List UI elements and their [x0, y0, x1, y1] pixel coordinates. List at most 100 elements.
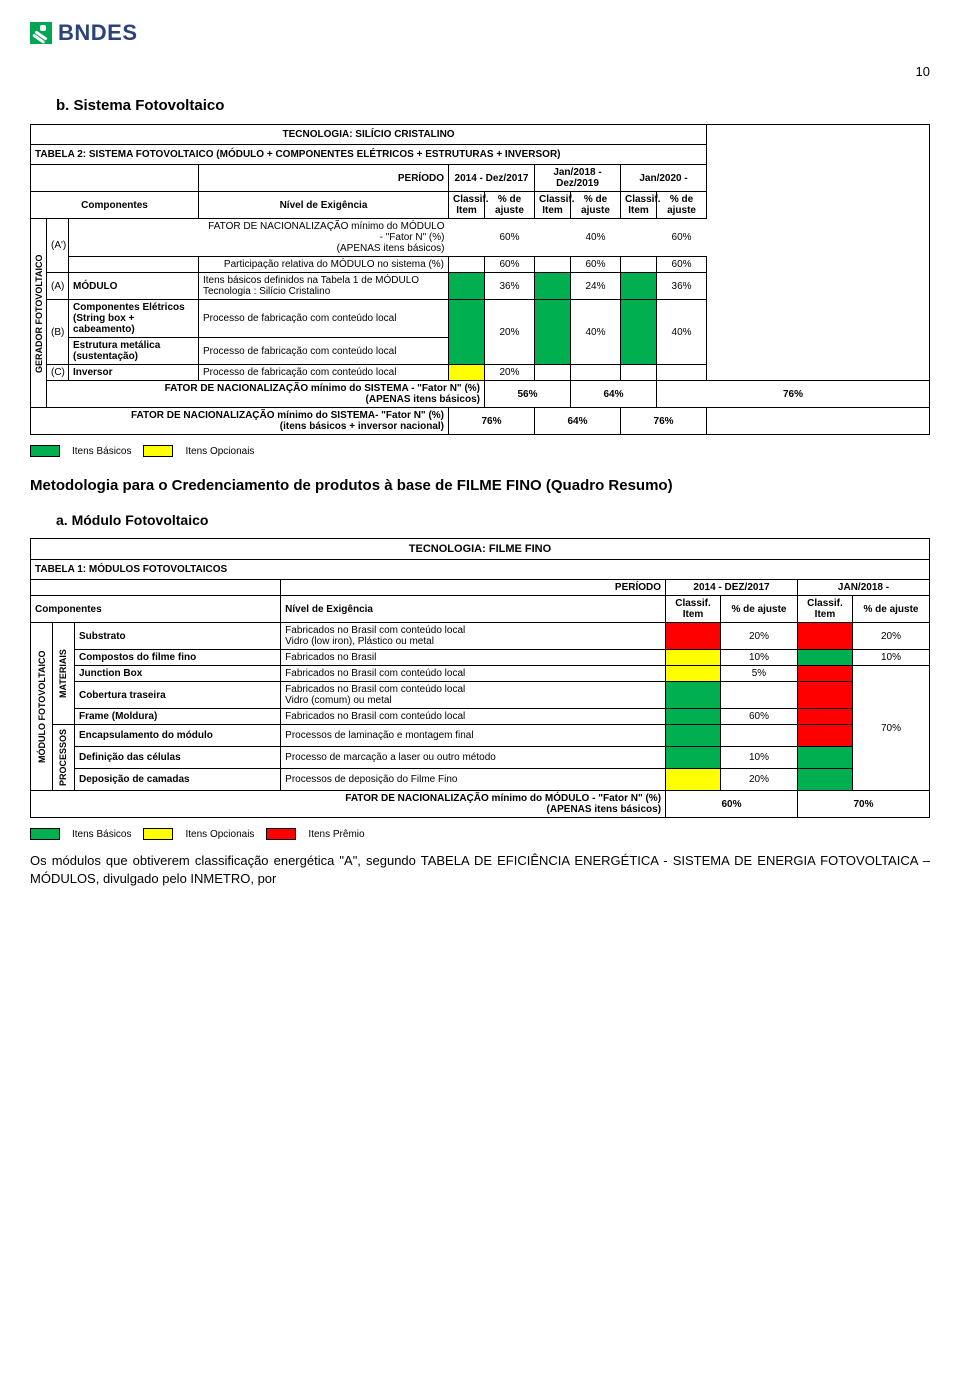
color-cell: [666, 666, 721, 682]
t1-period-1: 2014 - DEZ/2017: [666, 580, 798, 596]
table-row: Junction BoxFabricados no Brasil com con…: [31, 666, 930, 682]
row-b-code: (B): [47, 300, 69, 365]
t1-row-name: Frame (Moldura): [74, 709, 280, 725]
cell: 5%: [721, 666, 798, 682]
table-row: FATOR DE NACIONALIZAÇÃO mínimo do SISTEM…: [31, 408, 930, 435]
t1-col-nivel: Nível de Exigência: [281, 596, 666, 623]
color-cell: [797, 725, 852, 747]
table-row: Compostos do filme finoFabricados no Bra…: [31, 650, 930, 666]
table2-title: TABELA 2: SISTEMA FOTOVOLTAICO (MÓDULO +…: [31, 145, 707, 165]
row-c-name: Inversor: [69, 365, 199, 381]
table-row: Definição das célulasProcesso de marcaçã…: [31, 747, 930, 769]
t1-col-cl1: Classif. Item: [666, 596, 721, 623]
cell: [721, 725, 798, 747]
col-classif-1: Classif. Item: [449, 192, 485, 219]
cell: 64%: [535, 408, 621, 435]
row-aprime-code: (A'): [47, 219, 69, 273]
legend-2: Itens Básicos Itens Opcionais Itens Prêm…: [30, 828, 930, 840]
cell: 60%: [657, 257, 707, 273]
t1-row-name: Substrato: [74, 623, 280, 650]
col-classif-3: Classif. Item: [621, 192, 657, 219]
t1-tech-title: TECNOLOGIA: FILME FINO: [31, 539, 930, 560]
row-aprime-label1: FATOR DE NACIONALIZAÇÃO mínimo do MÓDULO…: [199, 219, 449, 257]
color-cell: [797, 769, 852, 791]
legend2-box-opcionais: [143, 828, 173, 840]
legend-1: Itens Básicos Itens Opcionais: [30, 445, 930, 457]
tech-title: TECNOLOGIA: SILÍCIO CRISTALINO: [31, 125, 707, 145]
cell: 40%: [657, 300, 707, 365]
t1-row-name: Cobertura traseira: [74, 682, 280, 709]
t1-col-aj2: % de ajuste: [852, 596, 929, 623]
table2-sistema-fotovoltaico: TECNOLOGIA: SILÍCIO CRISTALINO TABELA 2:…: [30, 124, 930, 435]
t1-row-nivel: Processos de laminação e montagem final: [281, 725, 666, 747]
cell: 24%: [571, 273, 621, 300]
section-a2-title: a. Módulo Fotovoltaico: [56, 512, 930, 528]
cell: 60%: [657, 219, 707, 257]
cell: [721, 682, 798, 709]
t1-col-comp: Componentes: [31, 596, 281, 623]
col-classif-2: Classif. Item: [535, 192, 571, 219]
color-cell: [797, 709, 852, 725]
t1-period-2: JAN/2018 -: [797, 580, 929, 596]
color-cell: [797, 747, 852, 769]
side-modulo: MÓDULO FOTOVOLTAICO: [31, 623, 53, 791]
cell: 60%: [666, 791, 798, 818]
col-ajuste-1: % de ajuste: [485, 192, 535, 219]
fator1-label: FATOR DE NACIONALIZAÇÃO mínimo do SISTEM…: [47, 381, 485, 408]
col-ajuste-3: % de ajuste: [657, 192, 707, 219]
t1-fator-label: FATOR DE NACIONALIZAÇÃO mínimo do MÓDULO…: [31, 791, 666, 818]
legend2-box-premio: [266, 828, 296, 840]
cell: 36%: [657, 273, 707, 300]
table-row: Cobertura traseiraFabricados no Brasil c…: [31, 682, 930, 709]
cell: 40%: [571, 300, 621, 365]
color-cell: [797, 623, 852, 650]
table-row: Frame (Moldura)Fabricados no Brasil com …: [31, 709, 930, 725]
cell: 60%: [485, 257, 535, 273]
cell: 20%: [485, 300, 535, 365]
page-number: 10: [30, 64, 930, 79]
cell: 60%: [721, 709, 798, 725]
cell: 56%: [485, 381, 571, 408]
table-row: (B) Componentes Elétricos (String box + …: [31, 300, 930, 338]
t1-row-nivel: Fabricados no Brasil com conteúdo local: [281, 709, 666, 725]
periodo-label: PERÍODO: [199, 165, 449, 192]
t1-row-name: Junction Box: [74, 666, 280, 682]
t1-periodo: PERÍODO: [281, 580, 666, 596]
t1-row-nivel: Fabricados no Brasil com conteúdo local …: [281, 623, 666, 650]
table-row: GERADOR FOTOVOLTAICO (A') FATOR DE NACIO…: [31, 219, 930, 257]
section-b-title: b. Sistema Fotovoltaico: [56, 97, 930, 114]
color-cell: [797, 650, 852, 666]
col-nivel: Nível de Exigência: [199, 192, 449, 219]
color-cell: [666, 725, 721, 747]
legend-box-basicos: [30, 445, 60, 457]
t1-row-nivel: Fabricados no Brasil: [281, 650, 666, 666]
cell: 20%: [852, 623, 929, 650]
period-3: Jan/2020 -: [621, 165, 707, 192]
t1-row-name: Encapsulamento do módulo: [74, 725, 280, 747]
row-a-nivel: Itens básicos definidos na Tabela 1 de M…: [199, 273, 449, 300]
row-c-code: (C): [47, 365, 69, 381]
cell: 20%: [721, 769, 798, 791]
legend-box-opcionais: [143, 445, 173, 457]
cell: 76%: [621, 408, 707, 435]
cell: 64%: [571, 381, 657, 408]
legend-opcionais: Itens Opcionais: [185, 446, 254, 457]
row-b-name1: Componentes Elétricos (String box + cabe…: [69, 300, 199, 338]
metodologia-title: Metodologia para o Credenciamento de pro…: [30, 477, 930, 494]
cell: 76%: [449, 408, 535, 435]
table-row: (A) MÓDULO Itens básicos definidos na Ta…: [31, 273, 930, 300]
row-aprime-label2: Participação relativa do MÓDULO no siste…: [199, 257, 449, 273]
row-b-name2: Estrutura metálica (sustentação): [69, 338, 199, 365]
cell: 76%: [657, 381, 930, 408]
t1-col-aj1: % de ajuste: [721, 596, 798, 623]
table-row: PROCESSOSEncapsulamento do móduloProcess…: [31, 725, 930, 747]
cell: 70%: [852, 666, 929, 791]
body-text: Os módulos que obtiverem classificação e…: [30, 852, 930, 888]
side-gerador: GERADOR FOTOVOLTAICO: [31, 219, 47, 408]
t1-title: TABELA 1: MÓDULOS FOTOVOLTAICOS: [31, 560, 930, 580]
table-row: FATOR DE NACIONALIZAÇÃO mínimo do SISTEM…: [31, 381, 930, 408]
table-row: (C) Inversor Processo de fabricação com …: [31, 365, 930, 381]
color-cell: [666, 747, 721, 769]
t1-col-cl2: Classif. Item: [797, 596, 852, 623]
color-cell: [666, 650, 721, 666]
